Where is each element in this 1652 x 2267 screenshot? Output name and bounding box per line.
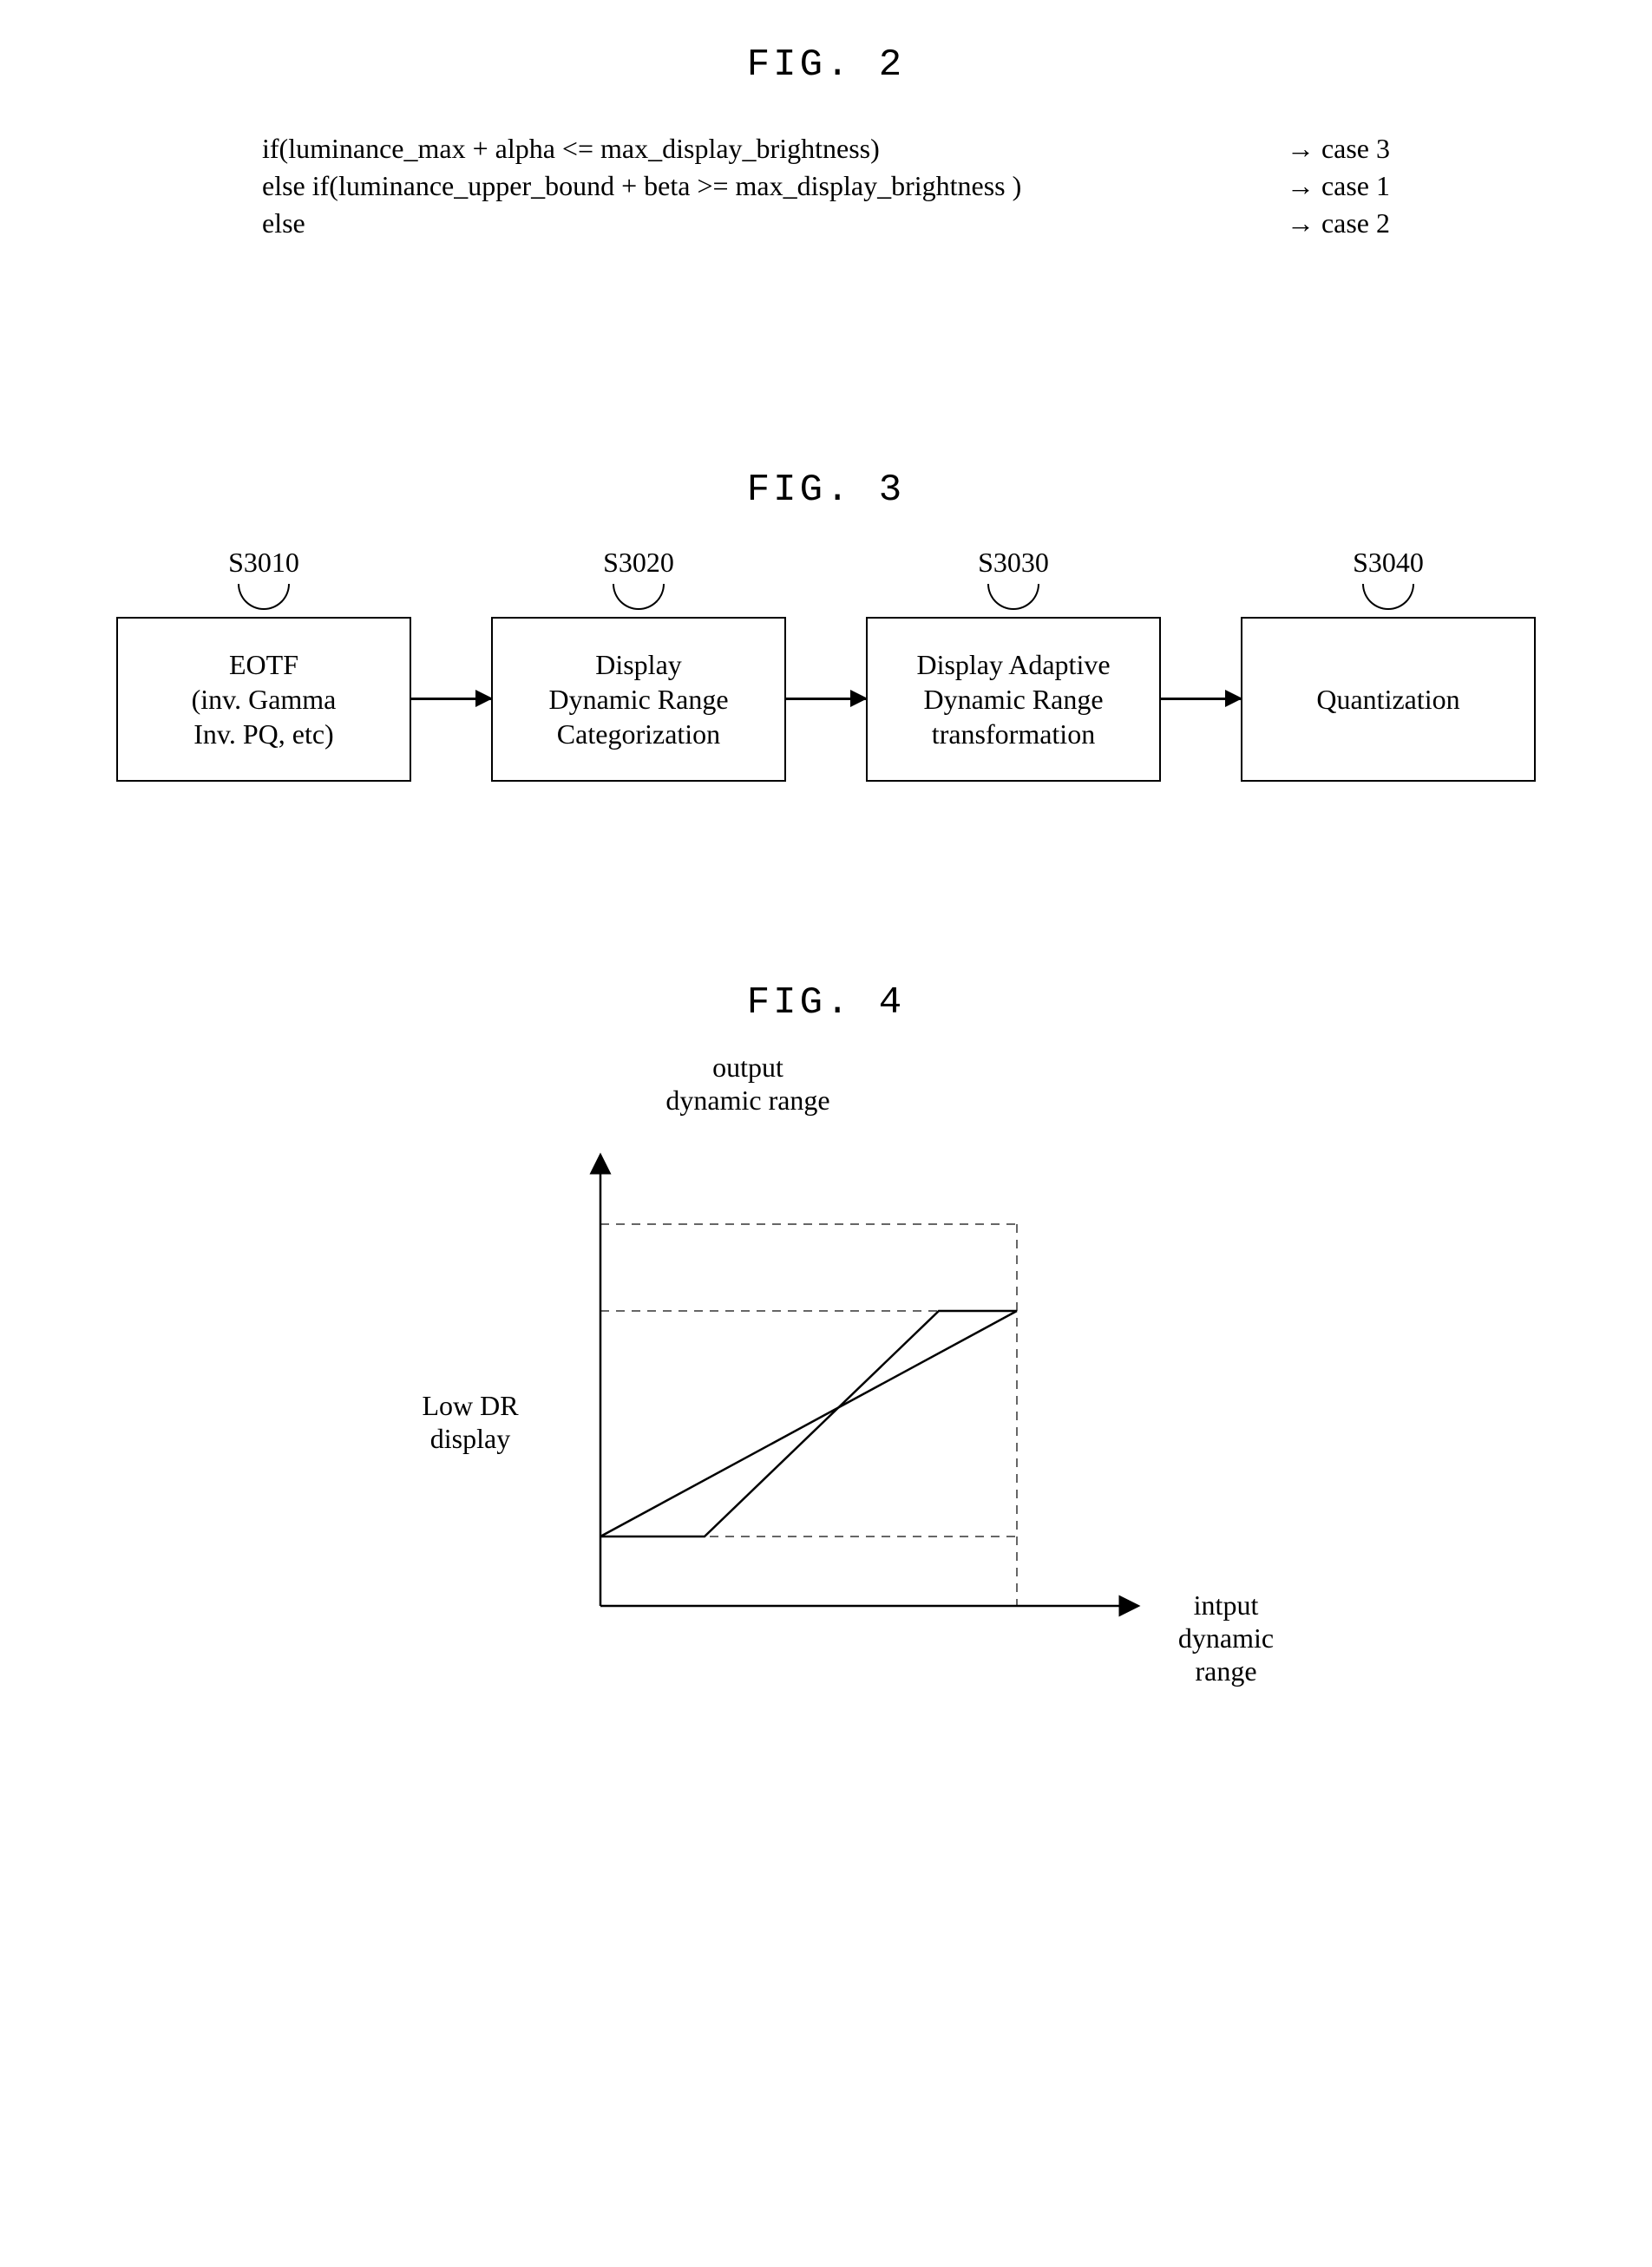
pseudocode-condition: else <box>262 205 305 242</box>
figure-4: FIG. 4 output dynamic range Low DR displ… <box>0 981 1652 1762</box>
pseudocode-row: else if(luminance_upper_bound + beta >= … <box>262 167 1390 205</box>
flow-step-text: Display Dynamic Range Categorization <box>548 647 728 751</box>
arrow-right-icon <box>411 698 491 700</box>
arrow-right-icon <box>1161 698 1241 700</box>
flow-arrow <box>786 617 866 782</box>
flow-step-id: S3020 <box>603 547 674 579</box>
flow-step-box: Display Dynamic Range Categorization <box>491 617 786 782</box>
flow-step: S3030 Display Adaptive Dynamic Range tran… <box>866 547 1161 782</box>
pseudocode-case: → case 2 <box>1287 205 1390 242</box>
figure-2-title: FIG. 2 <box>0 43 1652 87</box>
flow-step-id: S3030 <box>978 547 1049 579</box>
pseudocode-row: else → case 2 <box>262 205 1390 242</box>
figure-4-title: FIG. 4 <box>0 981 1652 1025</box>
flow-step-connector <box>1362 584 1414 610</box>
pseudocode-case: → case 1 <box>1287 167 1390 205</box>
flow-step-connector <box>613 584 665 610</box>
figure-2-pseudocode: if(luminance_max + alpha <= max_display_… <box>262 130 1390 243</box>
flow-step: S3010 EOTF (inv. Gamma Inv. PQ, etc) <box>116 547 411 782</box>
flow-step-text: Display Adaptive Dynamic Range transform… <box>916 647 1110 751</box>
figure-2: FIG. 2 if(luminance_max + alpha <= max_d… <box>0 0 1652 243</box>
figure-4-plot: output dynamic range Low DR display intp… <box>349 1051 1303 1762</box>
pseudocode-condition: if(luminance_max + alpha <= max_display_… <box>262 130 880 167</box>
flow-step: S3040 Quantization <box>1241 547 1536 782</box>
figure-3-flowchart: S3010 EOTF (inv. Gamma Inv. PQ, etc) S3020… <box>80 547 1572 782</box>
pseudocode-case: → case 3 <box>1287 130 1390 167</box>
flow-step-box: EOTF (inv. Gamma Inv. PQ, etc) <box>116 617 411 782</box>
flow-step-connector <box>987 584 1039 610</box>
flow-step-text: Quantization <box>1316 682 1459 717</box>
flow-step-connector <box>238 584 290 610</box>
flow-step-box: Quantization <box>1241 617 1536 782</box>
page: FIG. 2 if(luminance_max + alpha <= max_d… <box>0 0 1652 1762</box>
x-axis-label: intput dynamic range <box>1149 1589 1303 1688</box>
figure-3: FIG. 3 S3010 EOTF (inv. Gamma Inv. PQ, et… <box>0 468 1652 782</box>
y-axis-label: output dynamic range <box>635 1051 861 1117</box>
flow-step-text: EOTF (inv. Gamma Inv. PQ, etc) <box>192 647 337 751</box>
arrow-right-icon <box>786 698 866 700</box>
pseudocode-row: if(luminance_max + alpha <= max_display_… <box>262 130 1390 167</box>
flow-step-box: Display Adaptive Dynamic Range transform… <box>866 617 1161 782</box>
flow-arrow <box>411 617 491 782</box>
pseudocode-condition: else if(luminance_upper_bound + beta >= … <box>262 167 1021 205</box>
low-dr-display-label: Low DR display <box>401 1389 540 1456</box>
figure-3-title: FIG. 3 <box>0 468 1652 512</box>
flow-step-id: S3010 <box>228 547 299 579</box>
flow-step-id: S3040 <box>1353 547 1424 579</box>
figure-4-chart-svg <box>531 1120 1190 1675</box>
flow-step: S3020 Display Dynamic Range Categorizatio… <box>491 547 786 782</box>
flow-arrow <box>1161 617 1241 782</box>
